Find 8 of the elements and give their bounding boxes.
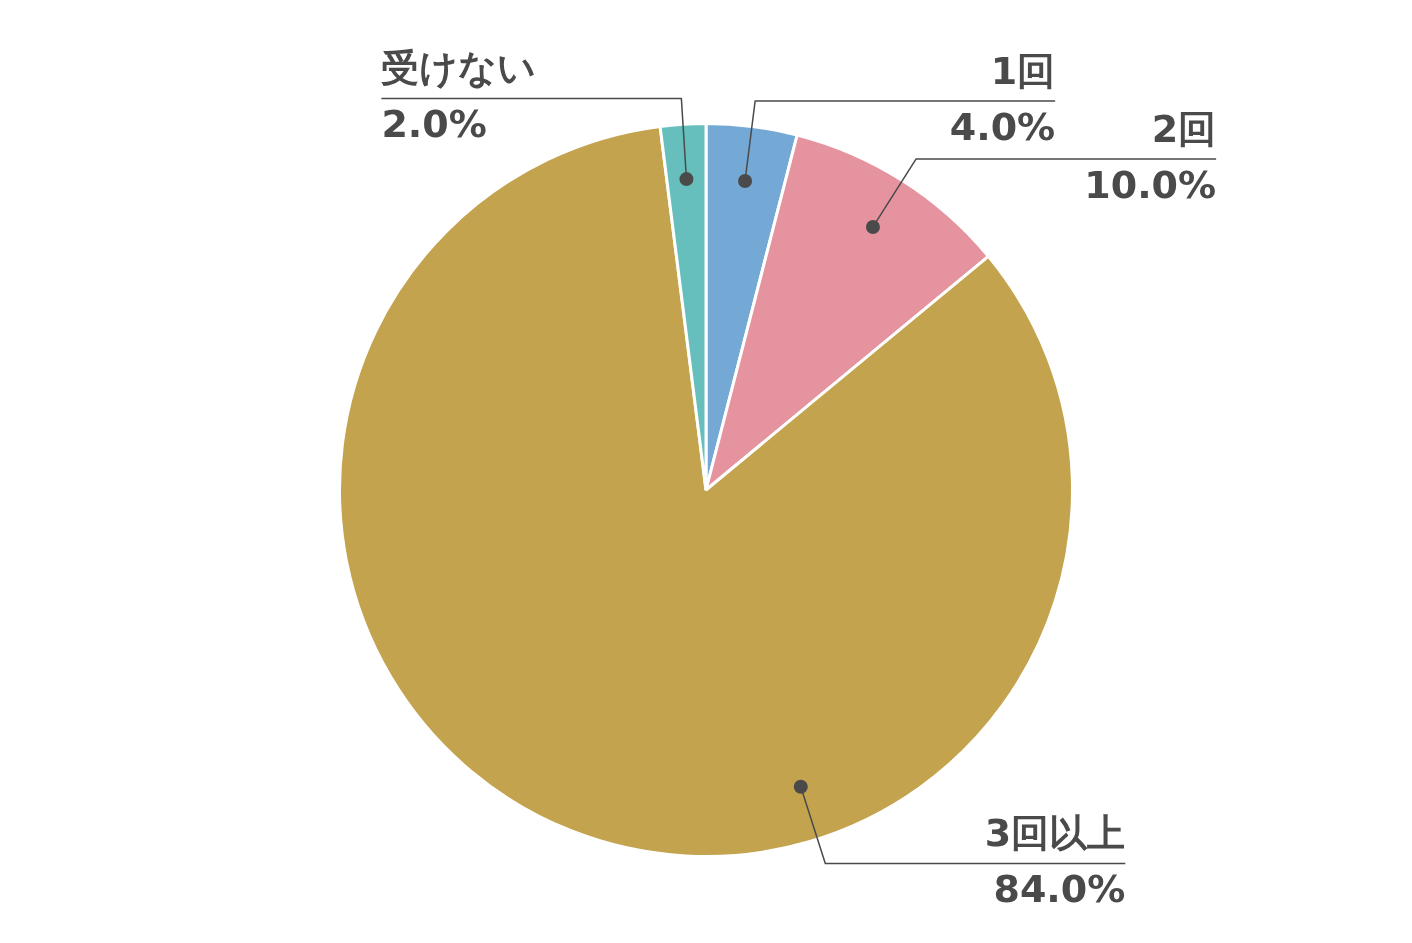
data-label: 84.0% [993,867,1126,912]
slice-label: 受けない [381,46,537,91]
data-label: 10.0% [1084,162,1217,207]
data-label: 2.0% [381,102,487,147]
slice-label: 3回以上 [984,811,1126,856]
data-label: 4.0% [949,104,1056,149]
slice-label: 2回 [1151,106,1217,151]
slice-label: 1回 [990,48,1056,93]
